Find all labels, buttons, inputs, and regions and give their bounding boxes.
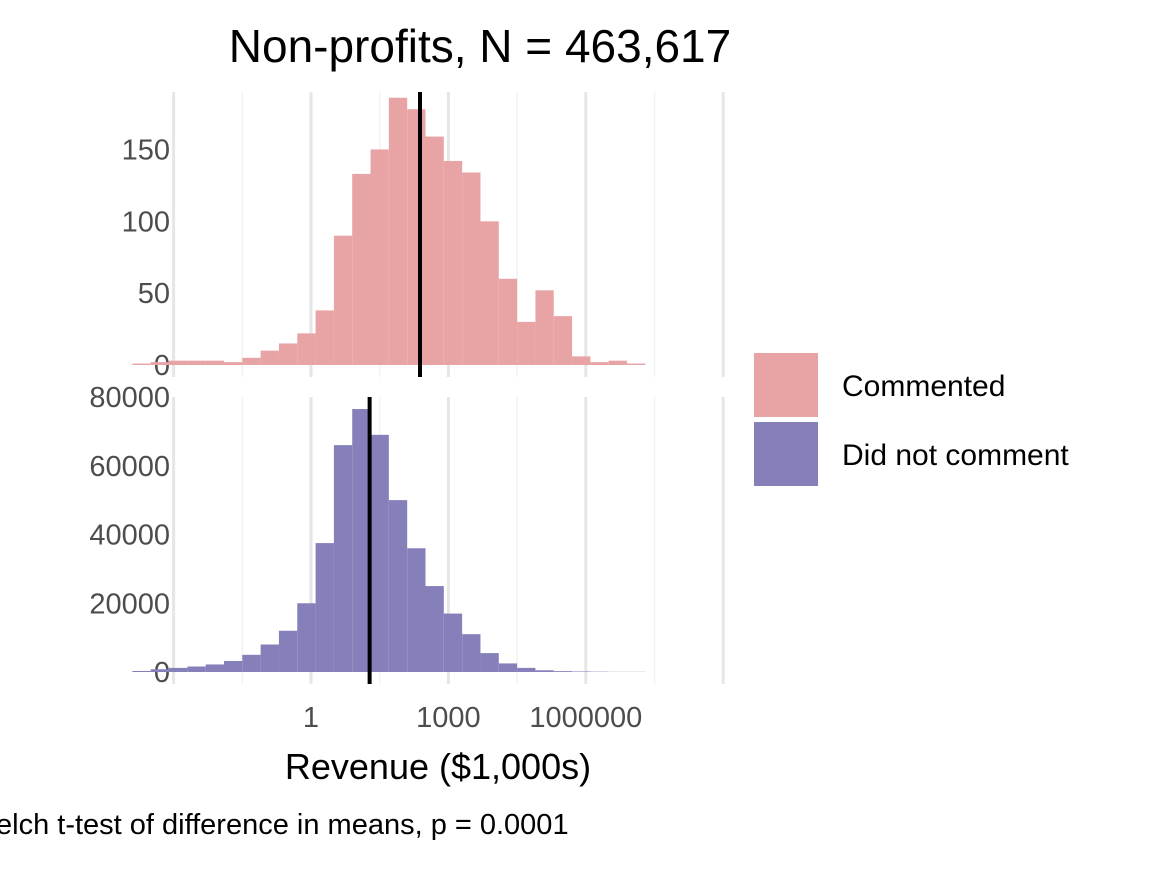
histogram-bar [297,603,315,672]
histogram-bar [151,669,169,672]
histogram-bar [187,667,205,673]
x-tick-label: 1000000 [529,702,642,734]
y-tick-label: 0 [154,657,170,689]
histogram-bar [261,351,279,365]
y-tick-label: 40000 [89,520,170,552]
chart-title: Non-profits, N = 463,617 [229,20,731,72]
histogram-bar [352,174,370,365]
histogram-bar [426,137,444,365]
histogram-bar [590,362,608,365]
histogram-bar [261,645,279,673]
y-tick-label: 150 [122,134,170,166]
histogram-bar [609,361,627,365]
histogram-bar [426,586,444,672]
panel-0: 0 50 100 150 [122,92,724,382]
histogram-bar [499,279,517,365]
histogram-bar [517,668,535,672]
histogram-bar [316,310,334,365]
x-tick-label: 1000 [416,702,481,734]
histogram-bar [444,161,462,365]
y-tick-label: 60000 [89,451,170,483]
histogram-bar [480,221,498,365]
histogram-bar [169,668,187,672]
caption: elch t-test of difference in means, p = … [0,809,569,841]
legend-swatch [754,422,818,486]
histogram-bar [517,322,535,365]
histogram-bar [389,500,407,672]
legend: Commented Did not comment [754,353,1069,486]
histogram-bar [279,343,297,365]
histogram-bar [242,655,260,672]
histogram-bar [279,631,297,672]
histogram-bar [499,663,517,672]
histogram-bar [169,361,187,365]
histogram-bar [151,362,169,365]
histogram-bar [462,172,480,365]
histogram-bar [297,333,315,365]
histogram-bar [242,358,260,365]
histogram-bar [407,548,425,672]
y-tick-label: 50 [138,278,170,310]
histogram-bar [389,98,407,365]
histogram-bar [132,671,150,672]
histogram-bar [480,653,498,672]
legend-swatch [754,353,818,417]
x-tick-label: 1 [303,702,319,734]
histogram-bar [554,671,572,672]
histogram-bar [334,236,352,365]
legend-label: Commented [842,370,1005,403]
histogram-bar [554,316,572,365]
legend-label: Did not comment [842,439,1069,472]
histogram-bar [132,364,150,365]
histogram-bar [371,435,389,672]
y-tick-label: 100 [122,206,170,238]
histogram-bar [371,149,389,365]
panels: 0 50 100 150 0 20000 40000 60000 80000 [89,92,723,689]
x-axis-label: Revenue ($1,000s) [285,746,591,787]
histogram-bar [535,290,553,365]
histogram-bar [627,364,645,365]
histogram-bar [206,361,224,365]
y-tick-label: 20000 [89,588,170,620]
histogram-bar [535,670,553,672]
y-tick-label: 80000 [89,382,170,414]
histogram-bar [572,671,590,672]
x-axis: 1 1000 1000000 [303,702,642,734]
panel-1: 0 20000 40000 60000 80000 [89,382,723,689]
histogram-bar [334,445,352,672]
histogram-bar [572,356,590,365]
histogram-bar [206,664,224,672]
histogram-bar [224,661,242,672]
y-tick-label: 0 [154,350,170,382]
histogram-bar [187,361,205,365]
histogram-bar [444,614,462,672]
histogram-bar [407,109,425,365]
histogram-bar [316,543,334,672]
histogram-bar [462,634,480,672]
histogram-bar [224,362,242,365]
